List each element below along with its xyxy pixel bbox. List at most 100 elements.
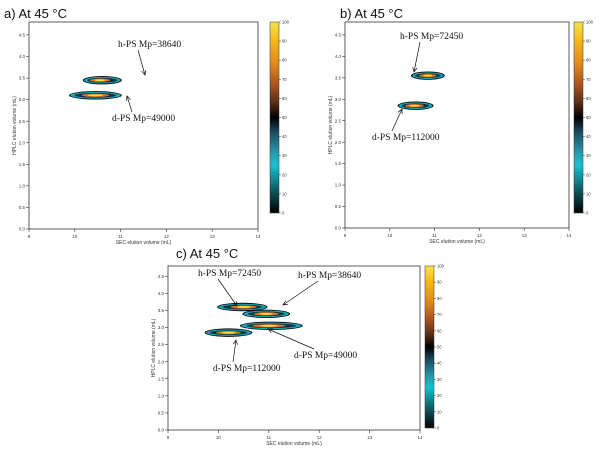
colorbar	[573, 21, 584, 214]
colorbar-tick-label: 10	[437, 409, 442, 414]
colorbar-tick-label: 80	[437, 296, 442, 301]
y-tick-label: 1.0	[158, 393, 165, 398]
peak-max	[87, 94, 103, 97]
plot-frame	[167, 265, 421, 431]
colorbar-tick-label: 100	[282, 20, 290, 25]
peak-max	[423, 74, 433, 77]
y-tick-label: 1.5	[19, 162, 26, 167]
colorbar-tick-label: 90	[437, 280, 442, 285]
panel-title: c) At 45 °C	[176, 246, 238, 261]
colorbar-tick-label: 80	[282, 58, 287, 63]
colorbar-tick-label: 100	[586, 20, 594, 25]
panel-c: c) At 45 °C 9 10 11 12 13 14 4.5 4.0 3.5 3.0 2.5 2.0…	[151, 246, 445, 447]
peak-label: h-PS Mp=38640	[298, 271, 361, 281]
panel-a: a) At 45 °C 9 10 11 12 13 14 4.5 4.0 3.5 3.0 2.5 2.0…	[4, 6, 290, 246]
peak-label: h-PS Mp=72450	[400, 32, 463, 42]
y-axis-label: HPLC elution volume (mL)	[328, 95, 334, 154]
colorbar-tick-label: 70	[437, 312, 442, 317]
peak-3	[239, 321, 303, 330]
colorbar-tick-label: 50	[586, 115, 591, 120]
y-tick-label: 1.0	[335, 183, 342, 188]
x-tick-label: 11	[432, 233, 437, 238]
x-tick-label: 10	[387, 233, 393, 238]
peak-arrow-head	[412, 67, 418, 73]
peak-2	[69, 91, 122, 100]
peak-1	[82, 76, 122, 85]
peak-arrow	[413, 41, 421, 73]
peak-arrow-head	[397, 108, 403, 115]
y-tick-label: 3.5	[158, 308, 165, 313]
peak-arrow	[137, 49, 146, 76]
colorbar-tick-label: 40	[282, 134, 287, 139]
colorbar-tick-label: 90	[586, 39, 591, 44]
y-tick-label: 0.5	[158, 411, 165, 416]
x-tick-label: 14	[417, 435, 423, 440]
peak-arrow-head	[141, 70, 147, 76]
plot-frame	[28, 21, 259, 230]
peak-2	[397, 101, 434, 110]
peak-arrow	[267, 328, 315, 350]
y-tick-label: 0.5	[335, 204, 342, 209]
panel-title: a) At 45 °C	[4, 6, 67, 21]
peak-arrow	[391, 108, 403, 132]
y-tick-label: 1.5	[335, 161, 342, 166]
y-tick-label: 4.0	[335, 54, 342, 59]
colorbar	[269, 21, 280, 214]
y-tick-label: 1.5	[158, 376, 165, 381]
x-tick-label: 13	[367, 435, 373, 440]
peak-arrow-head	[282, 300, 288, 306]
colorbar-tick-label: 70	[282, 77, 287, 82]
x-axis-label: SEC elution volume (mL)	[266, 441, 322, 447]
y-tick-label: 4.0	[19, 54, 26, 59]
colorbar-tick-label: 40	[586, 134, 591, 139]
peak-max	[94, 79, 106, 82]
x-tick-label: 13	[210, 234, 216, 239]
plot-frame	[344, 21, 570, 229]
colorbar-tick-label: 0	[282, 211, 285, 216]
y-tick-label: 0.0	[158, 428, 165, 433]
y-tick-label: 2.5	[158, 342, 165, 347]
colorbar-tick-label: 90	[282, 39, 287, 44]
y-tick-label: 0.0	[335, 226, 342, 231]
peak-label: d-PS Mp=112000	[372, 133, 440, 143]
y-tick-label: 1.0	[19, 183, 26, 188]
x-axis-label: SEC elution volume (mL)	[116, 240, 172, 246]
x-tick-label: 12	[164, 234, 170, 239]
peak-max	[236, 306, 251, 308]
peak-max	[259, 312, 274, 315]
colorbar-tick-label: 100	[437, 264, 445, 269]
y-tick-label: 4.0	[158, 291, 165, 296]
peak-arrow	[232, 339, 237, 363]
y-tick-label: 4.5	[335, 32, 342, 37]
x-tick-label: 14	[255, 234, 261, 239]
panel-title: b) At 45 °C	[340, 6, 403, 21]
peak-label: h-PS Mp=72450	[198, 269, 261, 279]
peak-1	[217, 302, 268, 312]
colorbar-tick-label: 10	[282, 191, 287, 196]
x-tick-label: 11	[118, 234, 123, 239]
peak-arrow-head	[267, 328, 274, 334]
y-tick-label: 4.5	[19, 33, 26, 38]
colorbar-tick-label: 0	[437, 426, 440, 431]
y-tick-label: 3.0	[19, 97, 26, 102]
y-tick-label: 2.5	[335, 118, 342, 123]
colorbar-tick-label: 20	[586, 172, 591, 177]
y-tick-label: 3.5	[19, 76, 26, 81]
x-tick-label: 9	[167, 435, 170, 440]
colorbar-tick-label: 50	[437, 345, 442, 350]
x-tick-label: 14	[566, 233, 572, 238]
colorbar-tick-label: 60	[586, 96, 591, 101]
y-tick-label: 0.5	[19, 205, 26, 210]
colorbar-tick-label: 30	[586, 153, 591, 158]
x-axis-label: SEC elution volume (mL)	[429, 239, 485, 245]
colorbar-tick-label: 60	[282, 96, 287, 101]
colorbar-tick-label: 30	[282, 153, 287, 158]
colorbar-tick-label: 20	[282, 172, 287, 177]
colorbar-tick-label: 30	[437, 377, 442, 382]
peak-arrow-head	[125, 95, 131, 101]
colorbar-tick-label: 60	[437, 328, 442, 333]
colorbar-tick-label: 80	[586, 58, 591, 63]
panel-b: b) At 45 °C 9 10 11 12 13 14 4.5 4.0 3.5 3.0 2.5 2.0…	[328, 6, 594, 245]
peak-4	[204, 328, 253, 337]
